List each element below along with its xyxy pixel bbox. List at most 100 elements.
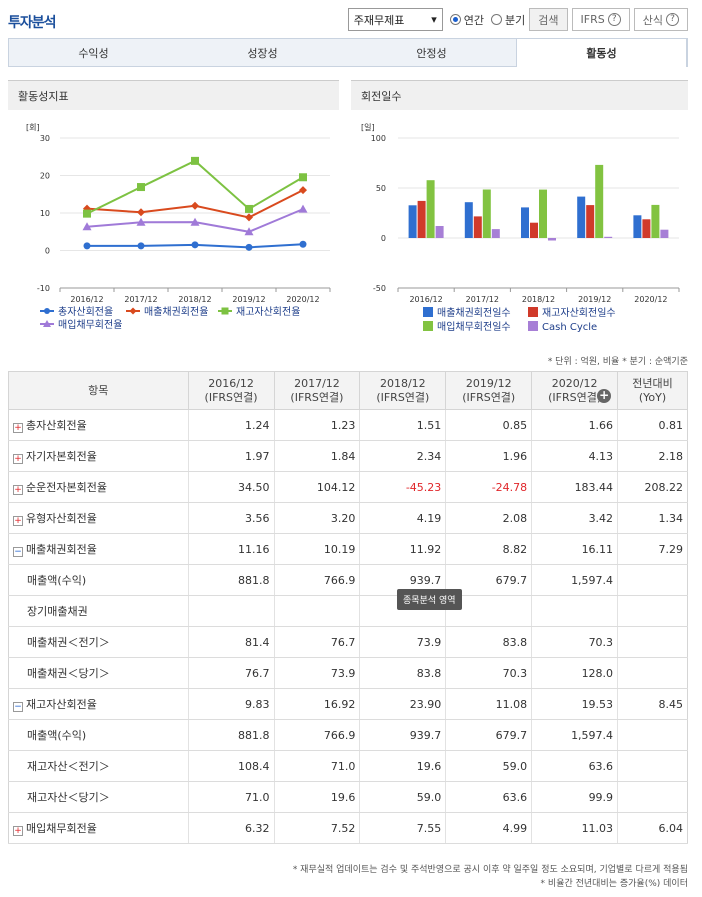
table-cell: 63.6 <box>531 750 619 782</box>
col-header-text: 2019/12 (IFRS연결) <box>462 376 516 404</box>
col-header-yoy: 전년대비 (YoY) <box>617 371 688 410</box>
activity-line-chart: [회]30 20 10 0 -10 2016/12 2017/12 2018/12 2019/1… <box>26 123 331 331</box>
legend-label: Cash Cycle <box>542 322 597 333</box>
table-cell: 2.08 <box>445 502 533 534</box>
ifrs-help-button[interactable]: IFRS? <box>571 8 630 31</box>
row-label-text: 재고자산＜전기＞ <box>27 760 110 773</box>
legend-label: 매입채무회전일수 <box>437 320 511 333</box>
table-cell: 76.7 <box>188 657 275 689</box>
table-cell: 881.8 <box>188 564 275 596</box>
y-tick-label: 100 <box>371 134 386 143</box>
table-cell: 679.7 <box>445 719 533 751</box>
bar <box>577 196 586 238</box>
expand-icon[interactable]: + <box>13 485 23 495</box>
bar <box>530 222 538 238</box>
table-cell <box>617 750 688 782</box>
col-header-text: 2016/12 (IFRS연결) <box>204 376 258 404</box>
tab-stability[interactable]: 안정성 <box>416 46 447 60</box>
table-row: + 매입채무회전율 6.32 7.52 7.55 4.99 11.03 6.04 <box>8 812 688 844</box>
y-tick-label: -10 <box>37 284 50 293</box>
table-cell: 16.11 <box>531 533 619 565</box>
table-cell: 11.08 <box>445 688 533 720</box>
legend-label: 매출채권회전일수 <box>437 307 511 319</box>
table-cell <box>617 564 688 596</box>
ifrs-label: IFRS <box>580 13 605 26</box>
footer-note-1: * 재무실적 업데이트는 검수 및 주석반영으로 공시 이후 약 일주일 정도 … <box>292 865 688 875</box>
bar <box>408 205 417 238</box>
tab-profitability[interactable]: 수익성 <box>78 46 109 60</box>
legend-swatch <box>423 307 433 317</box>
question-icon: ? <box>666 13 679 26</box>
x-tick-label: 2020/12 <box>286 295 319 304</box>
bar <box>464 202 473 238</box>
activity-chart-panel: 활동성지표 [회] 30 20 10 0 -10 2016/12 2017/12 2018/12… <box>8 80 339 337</box>
table-row: 매출채권＜당기＞ 76.7 73.9 83.8 70.3 128.0 <box>8 657 688 689</box>
bar <box>426 180 435 238</box>
table-cell: 4.99 <box>445 812 533 844</box>
tab-activity[interactable]: 활동성 <box>516 38 687 67</box>
bar <box>521 207 529 238</box>
table-cell: 1.34 <box>617 502 688 534</box>
search-button[interactable]: 검색 <box>529 8 568 31</box>
table-row: + 순운전자본회전율 34.50 104.12 -45.23 -24.78 183.44 20… <box>8 471 688 503</box>
table-cell <box>531 595 619 627</box>
collapse-icon[interactable]: − <box>13 702 23 712</box>
table-cell: 1.23 <box>274 409 361 441</box>
table-cell: 10.19 <box>274 533 361 565</box>
bar <box>642 219 651 238</box>
table-cell: 34.50 <box>188 471 275 503</box>
radio-annual[interactable]: 연간 <box>449 12 485 28</box>
y-tick-label: 20 <box>40 172 50 181</box>
table-cell: 0.85 <box>445 409 533 441</box>
bar <box>651 204 660 238</box>
bar <box>548 238 556 241</box>
table-cell: 11.92 <box>359 533 447 565</box>
expand-icon[interactable]: + <box>13 454 23 464</box>
table-cell: 108.4 <box>188 750 275 782</box>
legend-label: 재고자산회전율 <box>236 306 300 318</box>
table-cell: 70.3 <box>531 626 619 658</box>
table-cell <box>617 626 688 658</box>
x-tick-label: 2019/12 <box>232 295 265 304</box>
table-cell <box>617 595 688 627</box>
data-point <box>245 243 253 251</box>
expand-icon[interactable]: + <box>13 423 23 433</box>
table-cell: 73.9 <box>274 657 361 689</box>
x-tick-label: 2016/12 <box>70 295 103 304</box>
radio-annual-label: 연간 <box>463 13 485 27</box>
legend-swatch <box>423 321 433 331</box>
table-row: − 매출채권회전율 11.16 10.19 11.92 8.82 16.11 7.29 <box>8 533 688 565</box>
formula-label: 산식 <box>642 13 663 27</box>
collapse-icon[interactable]: − <box>13 547 23 557</box>
expand-columns-icon[interactable]: + <box>597 387 612 403</box>
tab-growth[interactable]: 성장성 <box>247 46 278 60</box>
row-label: 매출채권＜당기＞ <box>8 657 189 689</box>
row-label-text: 매출채권회전율 <box>26 543 97 556</box>
statement-select[interactable]: 주재무제표 ▾ <box>347 8 443 31</box>
radio-quarter[interactable]: 분기 <box>491 12 525 28</box>
table-cell: 6.04 <box>617 812 688 844</box>
tooltip: 종목분석 영역 <box>397 589 462 610</box>
table-cell: 71.0 <box>188 781 275 813</box>
table-cell: 3.20 <box>274 502 361 534</box>
col-header-2020: 2020/12 (IFRS연결) + <box>531 371 619 410</box>
y-tick-label: -50 <box>373 284 386 293</box>
table-cell <box>617 781 688 813</box>
data-point <box>137 242 145 250</box>
y-tick-label: 10 <box>40 209 50 218</box>
formula-help-button[interactable]: 산식? <box>633 8 688 31</box>
col-header-2019: 2019/12 (IFRS연결) <box>445 371 533 410</box>
table-cell: 104.12 <box>274 471 361 503</box>
tab-bar: 수익성 성장성 안정성 활동성 <box>8 38 688 67</box>
expand-icon[interactable]: + <box>13 516 23 526</box>
expand-icon[interactable]: + <box>13 826 23 836</box>
table-cell: 7.52 <box>274 812 361 844</box>
col-header-text: 2017/12 (IFRS연결) <box>290 376 344 404</box>
table-cell: 83.8 <box>359 657 447 689</box>
row-label: − 재고자산회전율 <box>8 688 189 720</box>
x-tick-label: 2017/12 <box>124 295 157 304</box>
table-row: + 자기자본회전율 1.97 1.84 2.34 1.96 4.13 2.18 <box>8 440 688 472</box>
data-point <box>190 217 200 226</box>
row-label-text: 장기매출채권 <box>27 605 88 618</box>
legend-swatch <box>528 321 538 331</box>
